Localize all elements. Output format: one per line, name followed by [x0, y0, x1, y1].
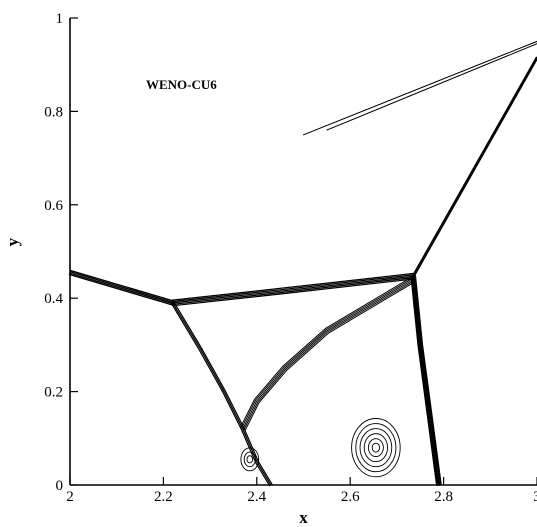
- slip-line-upper-contour: [242, 279, 414, 430]
- reflected-shock-contour: [413, 57, 537, 278]
- main-vertical-shock-contour: [414, 275, 442, 486]
- plot-frame: [69, 18, 537, 486]
- vortex-right-contour: [351, 418, 401, 478]
- vortex-left-contour: [240, 447, 260, 472]
- main-vertical-shock-contour: [411, 275, 439, 486]
- slip-line-lower-contour: [170, 303, 271, 487]
- incident-shock-contour: [68, 273, 173, 306]
- mach-stem-upper-contour: [171, 272, 414, 301]
- vortex-right-contour: [371, 442, 381, 453]
- slip-line-lower-contour: [172, 302, 272, 486]
- x-axis-title: x: [299, 508, 308, 527]
- x-tick-label: 2.4: [247, 489, 266, 505]
- y-tick-label: 1: [56, 11, 64, 27]
- mach-stem-upper-contour: [172, 274, 414, 303]
- y-axis-title: y: [3, 237, 22, 246]
- vortex-right-contour: [359, 428, 393, 468]
- triple-point-arc-2-contour: [326, 43, 537, 131]
- mach-stem-upper-contour: [172, 277, 414, 305]
- x-tick-label: 3: [533, 489, 537, 505]
- axis-ticks: [69, 17, 537, 486]
- slip-line-upper-contour: [244, 281, 416, 431]
- vortex-left-contour: [243, 451, 256, 468]
- x-tick-label: 2.6: [341, 489, 360, 505]
- mach-stem-upper-contour: [172, 275, 414, 304]
- reflected-shock-contour: [411, 56, 537, 277]
- slip-line-upper-contour: [239, 276, 413, 429]
- incident-shock-contour: [69, 271, 174, 303]
- x-tick-label: 2.2: [154, 489, 173, 505]
- y-tick-label: 0.2: [44, 385, 63, 401]
- vortex-right-contour: [367, 438, 384, 458]
- vortex-right-contour: [355, 423, 397, 473]
- mach-stem-upper-contour: [172, 278, 415, 307]
- slip-line-lower-contour: [173, 301, 273, 485]
- x-tick-label: 2.8: [434, 489, 453, 505]
- main-vertical-shock-contour: [410, 275, 438, 487]
- y-tick-label: 0.4: [44, 291, 63, 307]
- y-tick-labels: 0 0.2 0.4 0.6 0.8 1: [44, 11, 63, 494]
- y-tick-label: 0.8: [44, 104, 63, 120]
- x-tick-label: 2: [66, 489, 74, 505]
- x-tick-labels: 2 2.2 2.4 2.6 2.8 3: [66, 489, 537, 505]
- vortex-right-contour: [363, 433, 389, 463]
- main-vertical-shock-contour: [413, 275, 441, 486]
- incident-shock-contour: [69, 269, 174, 302]
- incident-shock-contour: [69, 272, 174, 305]
- vortex-left-contour: [246, 455, 254, 464]
- triple-point-arc-1-contour: [303, 40, 537, 136]
- slip-line-upper-contour: [241, 277, 413, 429]
- scheme-annotation: WENO-CU6: [146, 77, 217, 92]
- y-tick-label: 0.6: [44, 198, 63, 214]
- y-tick-label: 0: [56, 478, 64, 494]
- contour-lines: [68, 40, 537, 487]
- slip-line-upper-contour: [243, 280, 415, 431]
